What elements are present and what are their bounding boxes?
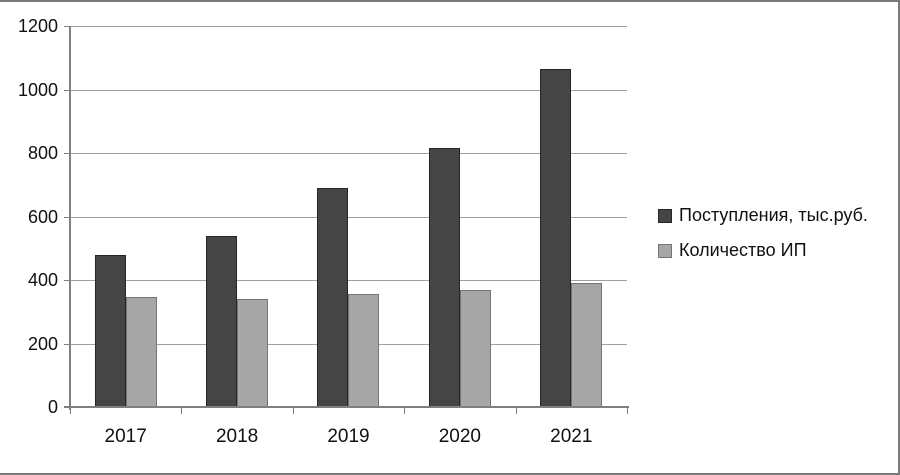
x-axis-tick [627,408,628,414]
legend-item: Поступления, тыс.руб. [658,205,868,226]
y-tick-label: 1200 [17,16,58,36]
y-axis-tick [64,343,70,345]
bar-series0-2017 [94,255,126,407]
y-axis-tick [64,280,70,281]
gridline [70,216,627,218]
legend-item: Количество ИП [658,240,868,261]
bar-series1-2019 [348,294,380,407]
x-tick-label: 2017 [104,426,147,447]
x-axis-tick [181,408,183,414]
x-tick-label: 2020 [438,426,482,447]
bar-group-2021 [516,26,627,407]
x-axis-line [64,406,629,408]
bar-group-2019 [293,26,404,407]
y-tick-label: 600 [27,206,58,227]
legend-label: Количество ИП [679,240,807,260]
legend: Поступления, тыс.руб. Количество ИП [658,205,868,261]
x-tick-label: 2018 [215,426,259,447]
bar-series1-2018 [237,299,269,407]
y-tick-label: 200 [27,333,58,354]
bar-group-2018 [181,26,292,407]
bar-group-2020 [404,26,515,407]
bar-series0-2018 [206,236,238,407]
x-axis-tick [292,408,294,414]
x-axis-tick [70,408,71,414]
x-axis-tick [515,408,517,414]
plot-area [70,26,627,407]
x-tick-label: 2019 [327,426,370,447]
y-tick-label: 800 [27,143,58,163]
bar-group-2017 [70,26,181,407]
y-axis-tick [64,216,70,218]
bar-series1-2020 [459,290,491,407]
bar-series0-2020 [428,148,460,407]
y-axis-line [69,26,71,410]
y-axis-tick [64,89,70,91]
bar-series1-2021 [571,283,603,407]
gridline [70,280,627,281]
bar-series0-2019 [317,188,349,407]
y-tick-label: 0 [47,397,58,417]
legend-swatch [658,208,672,223]
gridline [70,26,627,27]
gridline [70,153,627,154]
y-tick-label: 400 [27,270,58,290]
y-axis-tick [64,153,70,154]
gridline [70,89,627,91]
bar-series0-2021 [540,69,572,407]
x-tick-label: 2021 [550,426,593,447]
y-tick-label: 1000 [17,79,58,100]
legend-swatch [658,243,672,258]
y-axis-tick [64,407,70,408]
x-axis-tick [404,408,406,414]
bar-series1-2017 [125,297,157,407]
legend-label: Поступления, тыс.руб. [679,205,868,225]
y-axis-tick [64,26,70,27]
